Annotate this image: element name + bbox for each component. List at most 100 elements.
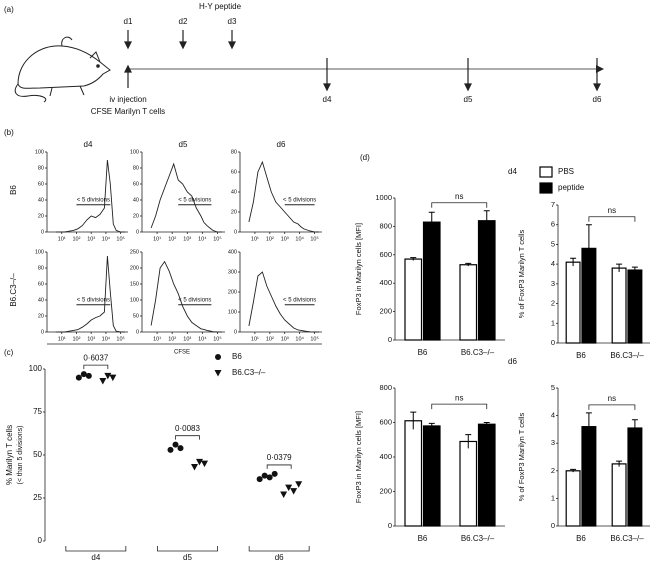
bar (459, 440, 478, 527)
y-tick-label: 60 (38, 281, 44, 287)
y-tick-label: 150 (130, 281, 139, 287)
day-label: d5 (464, 95, 473, 104)
y-tick-label: 50 (133, 313, 139, 319)
x-tick-label: B6.C3–/– (461, 348, 495, 357)
point (261, 472, 268, 479)
x-tick-label: 10⁵ (310, 235, 318, 242)
histogram-line (150, 260, 222, 333)
y-tick-label: 100 (29, 364, 43, 373)
point (201, 460, 208, 468)
histogram-line (55, 255, 126, 333)
point (104, 372, 112, 380)
x-tick-label: B6.C3–/– (610, 351, 644, 360)
bar (404, 258, 423, 341)
x-tick-label: 10¹ (251, 336, 259, 342)
point (280, 491, 288, 499)
y-tick-label: 800 (379, 383, 392, 392)
panel-label: (b) (4, 128, 14, 137)
y-tick-label: 0 (388, 335, 392, 344)
x-tick-label: 10⁵ (116, 235, 124, 242)
y-tick-label: 60 (133, 181, 139, 187)
gate-label: < 5 divisions (77, 297, 110, 303)
point (266, 474, 273, 481)
y-tick-label: 20 (133, 213, 139, 219)
point (191, 464, 198, 471)
y-tick-label: 200 (379, 307, 392, 316)
y-tick-label: 400 (228, 249, 237, 255)
y-tick-label: 20 (38, 213, 44, 219)
histogram-line (248, 271, 319, 333)
y-tick-label: 40 (38, 197, 44, 203)
annotation: ns (608, 394, 616, 403)
chart-title: d4 (508, 167, 517, 176)
y-tick-label: 400 (379, 452, 392, 461)
x-tick-label: 10⁵ (213, 335, 221, 342)
x-tick-label: 10² (72, 236, 80, 242)
y-tick-label: 7 (551, 200, 555, 209)
y-tick-label: 0 (234, 329, 237, 335)
y-tick-label: 4 (551, 259, 555, 268)
panel-label: (c) (4, 348, 14, 357)
x-tick-label: B6.C3–/– (461, 534, 495, 543)
bar (565, 261, 581, 344)
gate-label: < 5 divisions (178, 197, 211, 203)
y-tick-label: 80 (38, 165, 44, 171)
arrow-head (596, 65, 604, 73)
point (256, 476, 263, 483)
x-tick-label: 10² (168, 336, 176, 342)
error-bar (631, 266, 638, 274)
arrows (124, 30, 601, 92)
day-label: d3 (228, 17, 237, 26)
legend-label: PBS (558, 167, 574, 176)
y-tick-label: 3 (551, 279, 555, 288)
day-label: d2 (179, 17, 188, 26)
y-tick-label: 20 (38, 313, 44, 319)
y-tick-label: 4 (551, 411, 555, 420)
x-tick-label: 10⁴ (295, 335, 304, 342)
point (172, 441, 179, 448)
x-tick-label: 10¹ (153, 236, 161, 242)
y-axis-label: FoxP3 in Marilyn cells [MFI] (354, 223, 363, 315)
peptide-label: H-Y peptide (199, 2, 242, 11)
x-tick-label: 10³ (183, 236, 191, 242)
x-tick-label: B6 (418, 348, 428, 357)
x-tick-label: B6 (576, 351, 586, 360)
legend-label: peptide (558, 183, 585, 192)
x-tick-label: 10⁴ (198, 335, 207, 342)
point (85, 372, 92, 379)
point (285, 484, 293, 492)
x-tick-label: 10¹ (251, 236, 259, 242)
x-tick-label: d5 (183, 553, 192, 562)
annotation: ns (455, 393, 463, 402)
x-tick-label: 10² (266, 336, 274, 342)
y-tick-label: 100 (130, 149, 139, 155)
bar (404, 420, 423, 527)
y-tick-label: 5 (551, 383, 555, 392)
row-title: B6.C3–/– (9, 273, 18, 307)
x-tick-label: 10² (266, 236, 274, 242)
x-tick-label: 10³ (281, 336, 289, 342)
p-value: 0·0083 (175, 424, 200, 433)
y-tick-label: 60 (231, 169, 237, 175)
significance-bracket (588, 216, 636, 222)
x-tick-label: B6.C3–/– (610, 534, 644, 543)
gate-label: < 5 divisions (283, 297, 316, 303)
day-label: d1 (124, 17, 133, 26)
error-bar (465, 262, 472, 267)
p-value: 0·6037 (83, 353, 108, 362)
x-tick-label: 10² (168, 236, 176, 242)
x-tick-label: d4 (91, 553, 100, 562)
bar (581, 426, 597, 527)
legend-marker (215, 354, 221, 360)
significance-bracket (266, 464, 292, 469)
x-tick-label: 10³ (281, 236, 289, 242)
p-value: 0·0379 (267, 453, 292, 462)
y-tick-label: 100 (130, 297, 139, 303)
point (109, 374, 117, 382)
legend-swatch (539, 182, 553, 194)
y-tick-label: 1000 (375, 193, 392, 202)
y-tick-label: 600 (379, 250, 392, 259)
bar (627, 269, 643, 344)
x-tick-label: d6 (275, 553, 284, 562)
